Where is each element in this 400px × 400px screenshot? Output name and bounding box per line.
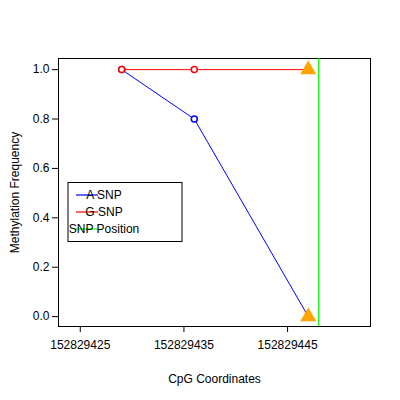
svg-text:0.0: 0.0 [33,309,50,323]
svg-text:Methylation Frequency: Methylation Frequency [8,132,22,253]
svg-text:152829425: 152829425 [50,338,110,352]
svg-text:0.4: 0.4 [33,211,50,225]
svg-text:1.0: 1.0 [33,62,50,76]
svg-text:0.6: 0.6 [33,161,50,175]
svg-text:152829435: 152829435 [154,338,214,352]
svg-text:CpG Coordinates: CpG Coordinates [168,372,261,386]
svg-text:A SNP: A SNP [86,188,121,202]
svg-text:0.8: 0.8 [33,112,50,126]
svg-text:0.2: 0.2 [33,260,50,274]
svg-text:SNP Position: SNP Position [69,222,139,236]
svg-text:G SNP: G SNP [85,205,122,219]
svg-text:152829445: 152829445 [258,338,318,352]
